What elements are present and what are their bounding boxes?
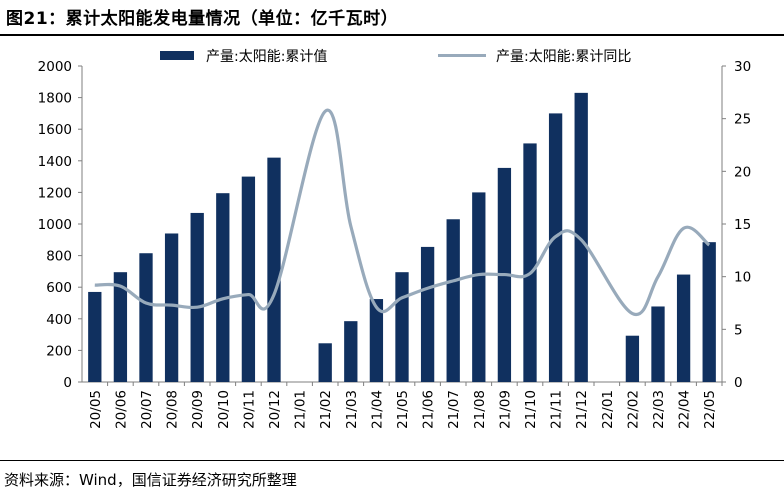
x-tick-label: 21/12 [574, 390, 590, 429]
x-tick-label: 22/02 [625, 390, 641, 429]
source-note: 资料来源：Wind，国信证券经济研究所整理 [4, 471, 297, 489]
y-left-tick-labels: 0 200 400 600 800 1000 1200 1400 1600 1800 2000 [38, 59, 72, 391]
bar-21-08 [472, 192, 486, 382]
y-right-tick-label: 25 [734, 112, 751, 128]
bar-21-06 [420, 246, 435, 382]
bar-20-06 [113, 272, 128, 382]
line-series-group [94, 108, 711, 317]
bar-20-05 [88, 291, 102, 382]
line-series [94, 108, 711, 317]
x-tick-label: 21/05 [395, 390, 411, 429]
y-right-tick-labels: 0 5 10 15 20 25 30 [734, 59, 751, 391]
bar-21-10 [523, 143, 537, 382]
x-tick-label: 22/01 [600, 390, 616, 429]
x-tick-label: 21/04 [369, 390, 385, 429]
bar-20-10 [216, 193, 230, 382]
bar-21-12 [574, 92, 588, 383]
y-left-tick-label: 1600 [38, 122, 72, 138]
solar-generation-chart: 产量:太阳能:累计值 产量:太阳能:累计同比 20/05 20/06 20/07 20… [38, 49, 752, 429]
bar-21-04 [369, 299, 384, 382]
x-tick-label: 22/03 [651, 390, 667, 429]
y-left-tick-label: 1400 [38, 154, 72, 170]
x-tick-label: 21/02 [318, 390, 334, 429]
x-tick-labels: 20/05 20/06 20/07 20/08 20/09 20/10 20/11 20/12… [88, 390, 718, 429]
bar-20-08 [164, 233, 179, 382]
bar-21-11 [548, 113, 563, 383]
source-divider [0, 460, 784, 461]
y-right-tick-label: 10 [734, 270, 751, 286]
legend-line-label: 产量:太阳能:累计同比 [496, 49, 631, 65]
y-right-tick-label: 5 [734, 322, 743, 338]
x-tick-label: 22/05 [702, 390, 718, 429]
y-right-tick-label: 0 [734, 375, 743, 391]
bar-20-12 [267, 157, 281, 382]
y-left-tick-label: 2000 [38, 59, 72, 75]
x-tick-label: 20/10 [216, 390, 232, 429]
x-tick-label: 20/08 [165, 390, 181, 429]
bar-21-07 [446, 219, 460, 382]
x-tick-label: 21/08 [472, 390, 488, 429]
bar-series [88, 92, 716, 383]
x-tick-label: 22/04 [677, 390, 693, 429]
y-left-tick-label: 1200 [38, 185, 72, 201]
x-tick-label: 20/05 [88, 390, 104, 429]
bar-21-03 [344, 321, 358, 382]
bar-20-09 [190, 212, 204, 382]
y-right-tick-label: 15 [734, 217, 751, 233]
chart-legend: 产量:太阳能:累计值 产量:太阳能:累计同比 [160, 49, 631, 65]
bar-21-02 [318, 343, 332, 382]
x-tick-label: 21/09 [497, 390, 513, 429]
bar-22-04 [676, 274, 691, 382]
x-tick-label: 21/03 [344, 390, 360, 429]
y-left-tick-label: 400 [46, 312, 72, 328]
x-tick-label: 21/07 [446, 390, 462, 429]
y-right-tick-label: 20 [734, 164, 751, 180]
y-left-tick-label: 800 [46, 249, 72, 265]
x-tick-label: 20/09 [190, 390, 206, 429]
bar-22-05 [702, 242, 716, 382]
bar-22-03 [651, 306, 665, 382]
y-left-tick-label: 600 [46, 280, 72, 296]
x-tick-label: 21/01 [293, 390, 309, 429]
x-tick-label: 21/06 [421, 390, 437, 429]
y-left-tick-label: 0 [63, 375, 72, 391]
x-tick-label: 20/11 [241, 390, 257, 429]
legend-bar-swatch [160, 51, 194, 60]
y-left-tick-label: 1800 [38, 91, 72, 107]
x-tick-label: 21/10 [523, 390, 539, 429]
bar-20-11 [241, 176, 256, 382]
bar-20-07 [139, 253, 153, 382]
bar-22-02 [625, 335, 640, 382]
x-tick-label: 21/11 [549, 390, 565, 429]
y-left-tick-label: 1000 [38, 217, 72, 233]
y-right-tick-label: 30 [734, 59, 751, 75]
chart-title: 图21：累计太阳能发电量情况（单位：亿千瓦时） [6, 9, 399, 29]
bar-21-05 [395, 272, 409, 382]
x-tick-label: 20/12 [267, 390, 283, 429]
title-divider [0, 34, 784, 36]
y-left-tick-label: 200 [46, 343, 72, 359]
x-tick-label: 20/06 [113, 390, 129, 429]
legend-bar-label: 产量:太阳能:累计值 [206, 49, 327, 65]
x-tick-label: 20/07 [139, 390, 155, 429]
